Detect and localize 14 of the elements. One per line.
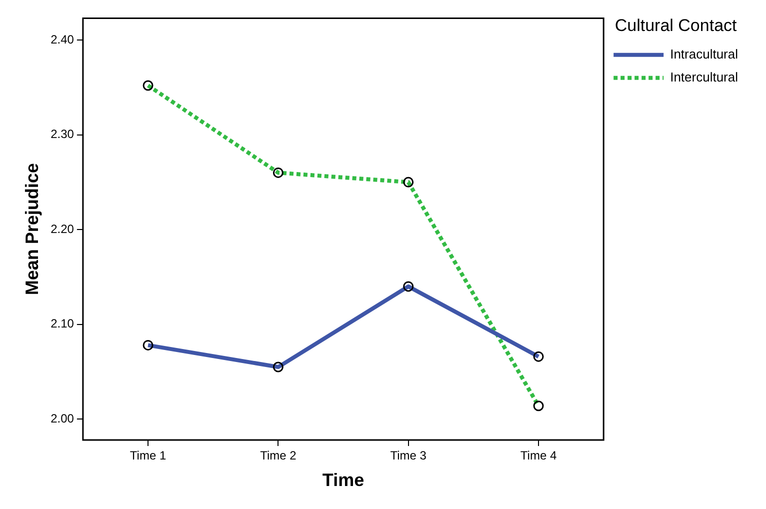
x-tick-label: Time 2 bbox=[260, 448, 297, 463]
y-tick-label: 2.10 bbox=[50, 316, 74, 331]
y-tick-label: 2.00 bbox=[50, 411, 74, 426]
y-tick-label: 2.30 bbox=[50, 127, 74, 142]
y-tick-label: 2.40 bbox=[50, 32, 74, 46]
x-axis-title: Time bbox=[322, 470, 364, 490]
x-tick-label: Time 1 bbox=[130, 448, 166, 463]
legend-label: Intercultural bbox=[670, 69, 738, 84]
y-tick-label: 2.20 bbox=[50, 222, 74, 236]
legend-title: Cultural Contact bbox=[614, 16, 738, 36]
legend-label: Intracultural bbox=[670, 46, 738, 62]
x-tick-label: Time 4 bbox=[520, 448, 557, 463]
y-axis-title: Mean Prejudice bbox=[22, 163, 42, 296]
x-tick-label: Time 3 bbox=[390, 448, 427, 463]
